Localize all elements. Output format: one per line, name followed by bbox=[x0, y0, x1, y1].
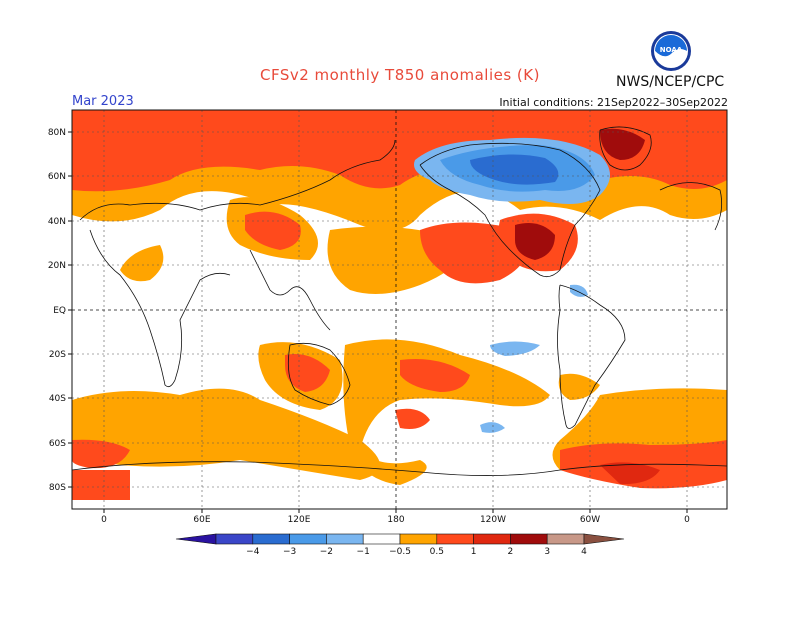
reference-lines bbox=[72, 110, 727, 509]
lat-label: 20N bbox=[48, 261, 66, 271]
logo-text: NOAA bbox=[660, 46, 683, 54]
lat-label: 60N bbox=[48, 172, 66, 182]
lat-label: EQ bbox=[53, 306, 66, 316]
organization-label: NWS/NCEP/CPC bbox=[616, 74, 725, 90]
colorbar-swatch bbox=[473, 533, 511, 545]
colorbar-swatch bbox=[326, 533, 364, 545]
colorbar-swatch bbox=[215, 533, 254, 545]
colorbar-label: 1 bbox=[471, 547, 477, 557]
longitude-labels: 0 60E 120E 180 120W 60W 0 bbox=[101, 509, 690, 525]
noaa-logo-icon: NOAA bbox=[651, 31, 691, 71]
colorbar-swatch bbox=[252, 533, 290, 545]
lon-label: 60E bbox=[193, 515, 210, 525]
colorbar-label: −0.5 bbox=[389, 547, 411, 557]
initial-conditions-label: Initial conditions: 21Sep2022–30Sep2022 bbox=[499, 96, 728, 109]
lon-label: 60W bbox=[580, 515, 600, 525]
lon-label: 120W bbox=[480, 515, 506, 525]
lat-label: 80S bbox=[49, 483, 66, 493]
colorbar-label: 3 bbox=[544, 547, 550, 557]
lon-label: 180 bbox=[387, 515, 404, 525]
lat-label: 80N bbox=[48, 128, 66, 138]
colorbar-label: −2 bbox=[320, 547, 333, 557]
colorbar: −4 −3 −2 −1 −0.5 0.5 1 2 3 4 bbox=[175, 533, 625, 557]
latitude-labels: 80N 60N 40N 20N EQ 20S 40S 60S 80S bbox=[48, 128, 72, 493]
coastlines bbox=[72, 126, 727, 476]
colorbar-swatch bbox=[546, 533, 585, 545]
colorbar-label: 2 bbox=[508, 547, 514, 557]
lat-label: 40S bbox=[49, 394, 66, 404]
anomaly-field bbox=[72, 110, 727, 509]
map-title: CFSv2 monthly T850 anomalies (K) bbox=[260, 66, 540, 84]
colorbar-high-arrow bbox=[583, 533, 625, 545]
colorbar-swatch bbox=[289, 533, 327, 545]
lat-label: 40N bbox=[48, 217, 66, 227]
lat-label: 20S bbox=[49, 350, 66, 360]
lat-label: 60S bbox=[49, 439, 66, 449]
lon-label: 0 bbox=[684, 515, 690, 525]
lon-label: 120E bbox=[288, 515, 311, 525]
colorbar-swatch bbox=[436, 533, 474, 545]
colorbar-swatch bbox=[510, 533, 548, 545]
colorbar-low-arrow bbox=[175, 533, 217, 545]
lon-label: 0 bbox=[101, 515, 107, 525]
valid-month-label: Mar 2023 bbox=[72, 94, 134, 109]
colorbar-swatch bbox=[399, 533, 438, 545]
colorbar-swatch bbox=[362, 533, 401, 545]
colorbar-label: −1 bbox=[357, 547, 370, 557]
colorbar-label: 0.5 bbox=[430, 547, 444, 557]
colorbar-label: −3 bbox=[283, 547, 296, 557]
graticule bbox=[72, 110, 727, 509]
colorbar-label: −4 bbox=[246, 547, 260, 557]
colorbar-label: 4 bbox=[581, 547, 587, 557]
